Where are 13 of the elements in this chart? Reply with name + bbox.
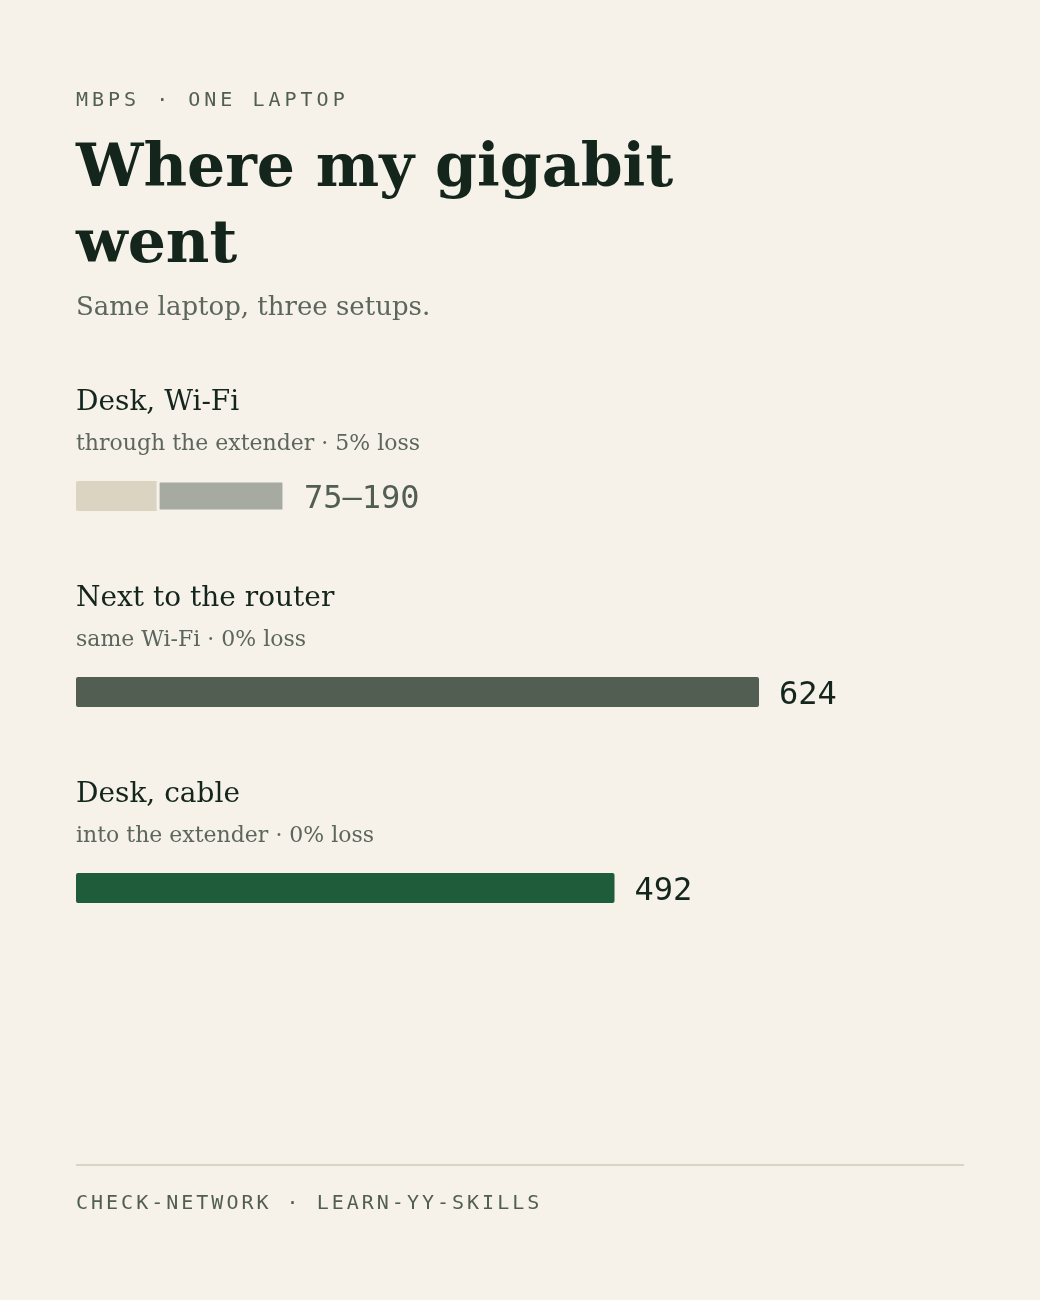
- annotation: same Wi-Fi · 0% loss: [76, 626, 307, 651]
- y-tick-label: Desk, cable: [76, 776, 240, 809]
- data-label: 624: [779, 674, 837, 712]
- annotation: through the extender · 5% loss: [76, 430, 421, 455]
- y-tick-label: Desk, Wi-Fi: [76, 384, 240, 417]
- text: MBPS · ONE LAPTOP: [76, 87, 349, 111]
- chart-title: Where my gigabit went: [75, 130, 674, 276]
- annotation: into the extender · 0% loss: [76, 822, 375, 847]
- chart-subtitle: Same laptop, three setups.: [76, 291, 431, 321]
- text: CHECK-NETWORK · LEARN-YY-SKILLS: [76, 1190, 543, 1214]
- data-label: 492: [634, 870, 693, 908]
- data-label: 75–190: [303, 478, 420, 516]
- y-tick-label: Next to the router: [76, 580, 335, 613]
